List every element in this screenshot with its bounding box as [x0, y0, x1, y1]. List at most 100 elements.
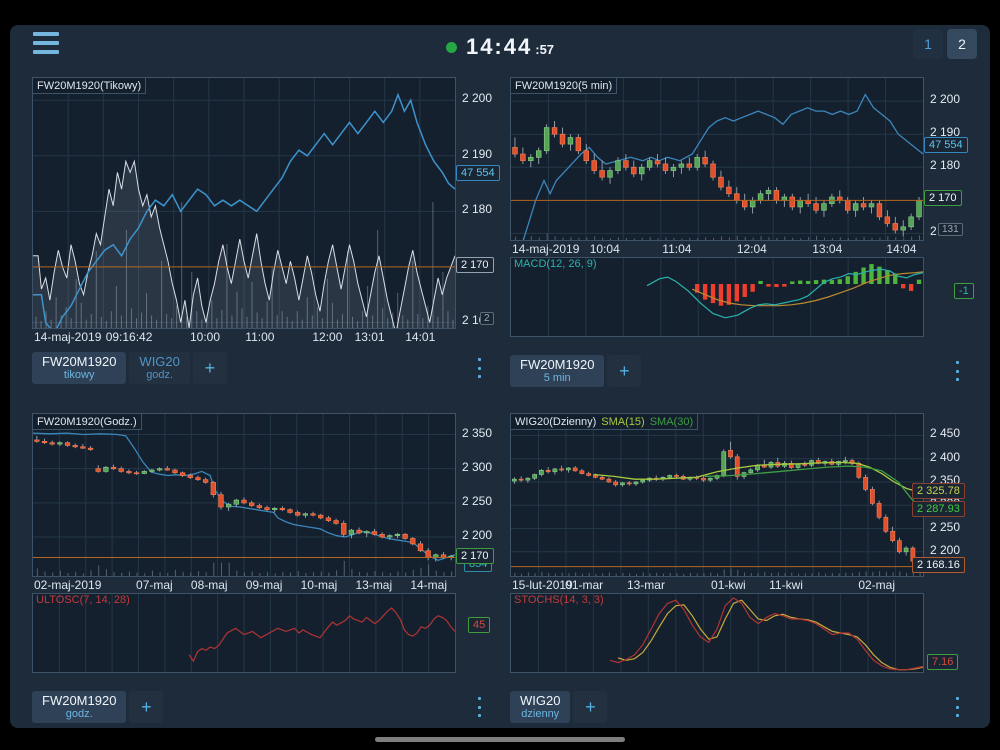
price-chart-3[interactable] — [32, 413, 456, 577]
axis-price-label: 2 200 — [462, 528, 493, 543]
axis-time-label: 01-mar — [565, 578, 604, 592]
indicator-badge: 45 — [468, 616, 491, 633]
page-switcher: 1 2 — [913, 29, 977, 59]
axis-price-label: 2 350 — [462, 425, 493, 440]
chart-instrument-label: FW20M1920(Godz.) — [37, 415, 137, 428]
axis-price-label: 2 200 — [930, 542, 961, 557]
axis-time-label: 14:01 — [405, 330, 436, 344]
axis-time-label: 02-maj — [858, 578, 896, 592]
axis-price-label: 2 300 — [462, 459, 493, 474]
axis-time-label: 14-maj-2019 — [512, 242, 580, 256]
chart-overlay-label: SMA(30) — [649, 415, 694, 428]
chart-title: FW20M1920(Godz.) — [32, 413, 142, 430]
instrument-tab-fw20m1920[interactable]: FW20M1920 godz. — [32, 691, 127, 723]
price-badge: 131 — [938, 223, 963, 237]
tab-instrument: FW20M1920 — [42, 693, 117, 708]
clock-seconds: :57 — [535, 41, 555, 57]
panel-menu-button[interactable] — [474, 697, 484, 717]
tab-interval: godz. — [146, 369, 174, 381]
price-badge: 2 287.93 — [912, 500, 965, 517]
menu-icon[interactable] — [33, 32, 59, 54]
axis-time-label: 12:04 — [736, 242, 767, 256]
panel-menu-button[interactable] — [952, 697, 962, 717]
add-chart-tab-button[interactable]: + — [607, 355, 642, 387]
axis-time-label: 11-kwi — [769, 578, 803, 592]
connection-status-icon — [445, 41, 457, 53]
add-chart-tab-button[interactable]: + — [129, 691, 164, 723]
page-button-2[interactable]: 2 — [947, 29, 977, 59]
add-chart-tab-button[interactable]: + — [573, 691, 608, 723]
axis-time-label: 08-maj — [190, 578, 228, 592]
indicator-chart-3[interactable] — [32, 593, 456, 673]
instrument-tab-wig20[interactable]: WIG20 godz. — [129, 352, 190, 384]
axis-time-label: 11:00 — [245, 330, 275, 344]
tab-interval: tikowy — [63, 369, 95, 381]
axis-time-label: 09-maj — [245, 578, 283, 592]
tab-instrument: WIG20 — [139, 354, 180, 369]
axis-time-label: 11:04 — [662, 242, 692, 256]
price-badge: 2 — [480, 312, 494, 326]
price-badge: 47 554 — [924, 137, 968, 154]
chart-title: FW20M1920(Tikowy) — [32, 77, 147, 94]
axis-time-label: 13:01 — [354, 330, 385, 344]
axis-price-label: 2 450 — [930, 426, 961, 441]
instrument-tab-fw20m1920[interactable]: FW20M1920 5 min — [510, 355, 605, 387]
axis-time-label: 12:00 — [312, 330, 343, 344]
indicator-label: ULTOSC(7, 14, 28) — [36, 594, 130, 606]
indicator-chart-2[interactable] — [510, 257, 924, 337]
indicator-badge: -1 — [954, 282, 974, 299]
topbar: 14:44 :57 1 2 — [10, 25, 990, 75]
axis-price-label: 2 190 — [930, 125, 961, 140]
axis-price-label: 2 200 — [930, 92, 961, 107]
axis-time-label: 15-lut-2019 — [512, 578, 573, 592]
tab-interval: 5 min — [543, 372, 571, 384]
axis-price-label: 2 200 — [462, 91, 493, 106]
axis-time-label: 09:16:42 — [105, 330, 153, 344]
axis-price-label: 2 180 — [930, 158, 961, 173]
axis-time-label: 10:04 — [589, 242, 620, 256]
chart-title: FW20M1920(5 min) — [510, 77, 618, 94]
price-badge: 2 168.16 — [912, 556, 965, 573]
price-chart-4[interactable] — [510, 413, 924, 577]
price-badge: 47 554 — [456, 165, 500, 182]
price-chart-1[interactable] — [32, 77, 456, 329]
chart-instrument-label: FW20M1920(Tikowy) — [37, 79, 142, 92]
add-chart-tab-button[interactable]: + — [192, 352, 227, 384]
axis-time-label: 02-maj-2019 — [34, 578, 102, 592]
panel-menu-button[interactable] — [474, 358, 484, 378]
price-chart-2[interactable] — [510, 77, 924, 241]
chart-panel-3: FW20M1920(Godz.) 2 350 2 300 2 250 2 200 854 2… — [30, 411, 494, 723]
axis-time-label: 07-maj — [136, 578, 173, 592]
price-badge: 2 170 — [456, 256, 494, 273]
panel-menu-button[interactable] — [952, 361, 962, 381]
home-indicator[interactable] — [375, 737, 625, 742]
axis-price-label: 2 180 — [462, 202, 493, 217]
chart-title: WIG20(Dzienny) SMA(15) SMA(30) — [510, 413, 699, 430]
axis-time-label: 14-maj — [410, 578, 448, 592]
axis-time-label: 10:00 — [190, 330, 221, 344]
tab-bar: FW20M1920 godz. + — [32, 691, 490, 723]
clock: 14:44 :57 — [10, 25, 990, 69]
instrument-tab-wig20[interactable]: WIG20 dzienny — [510, 691, 571, 723]
tab-bar: WIG20 dzienny + — [510, 691, 968, 723]
axis-price-label: 2 400 — [930, 449, 961, 464]
instrument-tab-fw20m1920[interactable]: FW20M1920 tikowy — [32, 352, 127, 384]
axis-time-label: 10-maj — [300, 578, 338, 592]
price-badge: 2 170 — [456, 547, 494, 564]
axis-time-label: 14:04 — [886, 242, 917, 256]
chart-panel-4: WIG20(Dzienny) SMA(15) SMA(30) 2 450 2 400 2 … — [508, 411, 970, 723]
axis-price-label: 2 190 — [462, 146, 493, 161]
indicator-label: STOCHS(14, 3, 3) — [514, 594, 604, 606]
tab-instrument: FW20M1920 — [520, 357, 595, 372]
page-button-1[interactable]: 1 — [913, 29, 943, 59]
indicator-badge: 7.16 — [927, 654, 959, 671]
clock-time: 14:44 — [465, 34, 533, 59]
price-badge: 2 170 — [924, 190, 962, 207]
tab-bar: FW20M1920 5 min + — [510, 355, 968, 387]
tab-interval: dzienny — [521, 708, 560, 720]
app-screen: 14:44 :57 1 2 FW20M1920(Tikowy) 2 200 2 19… — [10, 25, 990, 728]
axis-time-label: 13-mar — [626, 578, 665, 592]
indicator-chart-4[interactable] — [510, 593, 924, 673]
chart-instrument-label: FW20M1920(5 min) — [515, 79, 613, 92]
indicator-label: MACD(12, 26, 9) — [514, 258, 597, 270]
